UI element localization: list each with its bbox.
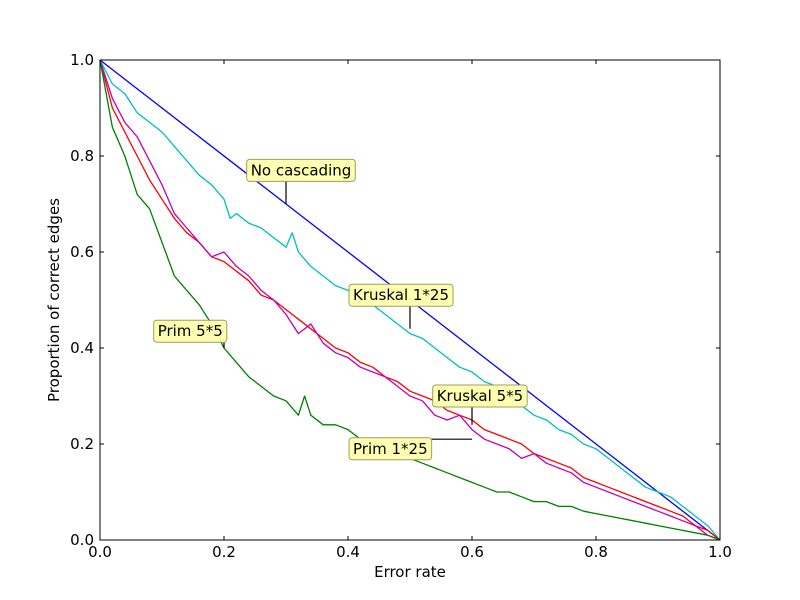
x-tick-label: 0.0 (88, 543, 112, 561)
annotation-box (348, 283, 454, 307)
plot-frame (99, 59, 721, 541)
y-tick-label: 0.6 (70, 243, 94, 261)
y-tick-label: 0.8 (70, 147, 94, 165)
x-tick-label: 0.2 (212, 543, 236, 561)
annotation-4: Prim 1*25 (348, 437, 472, 461)
x-tick-label: 0.4 (336, 543, 360, 561)
x-tick-label: 0.6 (460, 543, 484, 561)
y-axis-title: Proportion of correct edges (45, 198, 63, 402)
tick-layer: 0.0 0.2 0.4 0.6 0.8 1.0 0.0 0.2 0.4 0.6 0.8 1.0 (70, 51, 732, 561)
y-tick-label: 0.2 (70, 435, 94, 453)
annotation-box (432, 384, 528, 408)
annotation-box (153, 319, 228, 343)
x-axis-title: Error rate (374, 563, 446, 581)
annotation-2: Kruskal 5*5 (432, 384, 528, 425)
series-layer (99, 59, 721, 541)
x-tick-label: 0.8 (584, 543, 608, 561)
annotation-layer: No cascading Kruskal 1*25 Kruskal 5*5 Prim … (153, 158, 528, 461)
annotation-label: Kruskal 1*25 (353, 286, 449, 304)
series-line-1 (99, 59, 721, 541)
series-line-3 (99, 59, 721, 541)
annotation-0: No cascading (246, 158, 356, 204)
annotation-1: Kruskal 1*25 (348, 283, 454, 329)
x-tick-label: 1.0 (708, 543, 732, 561)
annotation-label: No cascading (251, 161, 352, 179)
y-tick-label: 1.0 (70, 51, 94, 69)
annotation-label: Kruskal 5*5 (437, 387, 523, 405)
annotation-box (348, 437, 433, 461)
annotation-3: Prim 5*5 (153, 319, 228, 348)
annotation-label: Prim 5*5 (158, 322, 223, 340)
y-tick-label: 0.0 (70, 531, 94, 549)
annotation-label: Prim 1*25 (353, 440, 428, 458)
annotation-box (246, 158, 356, 182)
y-tick-label: 0.4 (70, 339, 94, 357)
